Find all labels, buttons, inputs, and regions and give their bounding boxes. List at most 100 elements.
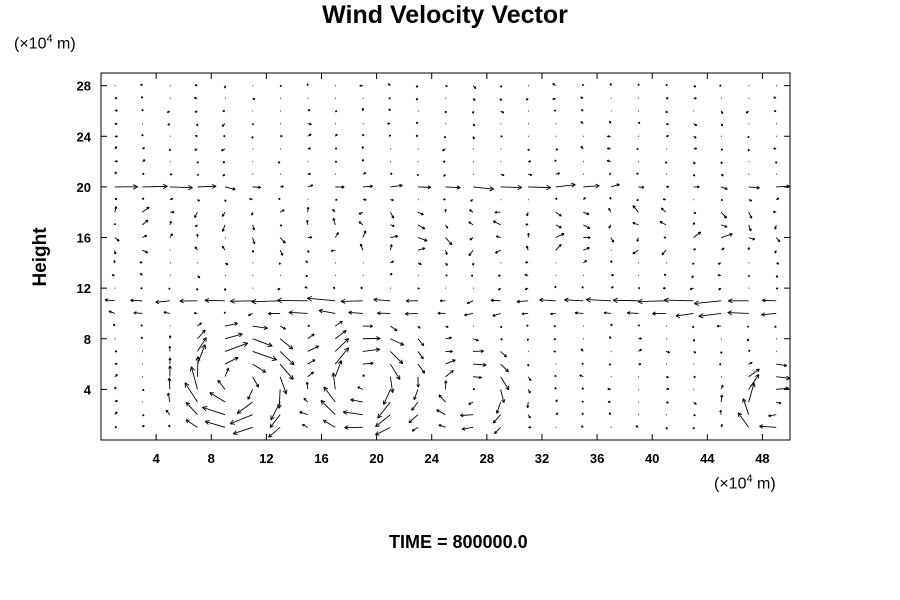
wind-vector — [582, 83, 585, 86]
wind-vector — [748, 212, 753, 219]
wind-vector — [320, 400, 336, 416]
wind-vector — [114, 426, 118, 429]
wind-vector — [762, 298, 777, 303]
x-tick-label: 36 — [590, 451, 604, 466]
wind-vector — [197, 344, 206, 365]
wind-vector — [608, 120, 612, 124]
wind-vector — [307, 295, 336, 302]
wind-vector — [555, 172, 560, 175]
wind-vector — [582, 197, 586, 200]
wind-vector — [390, 351, 404, 365]
wind-vector — [389, 244, 393, 251]
wind-vector — [554, 159, 557, 162]
wind-vector — [168, 357, 172, 365]
y-tick-label: 28 — [77, 79, 91, 94]
wind-vector — [610, 237, 615, 243]
wind-vector — [194, 110, 198, 113]
wind-vector — [528, 160, 532, 163]
wind-vector — [168, 424, 171, 428]
y-tick-label: 24 — [77, 129, 92, 144]
wind-vector — [269, 414, 281, 428]
wind-vector — [375, 426, 391, 436]
wind-vector — [720, 161, 723, 165]
wind-vector — [469, 237, 474, 241]
wind-vector — [720, 123, 724, 127]
wind-vector — [500, 376, 510, 391]
wind-vector — [665, 427, 668, 430]
wind-vector — [776, 363, 788, 368]
wind-vector — [252, 350, 278, 361]
wind-vector — [334, 347, 350, 365]
wind-vector — [417, 237, 428, 242]
wind-vector — [693, 185, 700, 189]
wind-vector — [580, 348, 584, 352]
wind-vector — [494, 427, 501, 435]
wind-vector — [348, 310, 363, 315]
wind-vector — [390, 325, 398, 332]
wind-vector — [142, 183, 168, 190]
wind-vector — [689, 287, 694, 291]
wind-vector — [389, 376, 395, 393]
wind-vector — [169, 197, 174, 201]
wind-vector — [693, 300, 722, 306]
wind-vector — [405, 311, 418, 316]
wind-vector — [774, 325, 777, 328]
wind-vector — [114, 160, 118, 163]
wind-vector — [526, 324, 529, 327]
x-axis-unit: (×104 m) — [714, 473, 776, 493]
wind-vector — [444, 110, 447, 114]
wind-vector — [388, 97, 391, 100]
wind-vector — [278, 197, 281, 201]
wind-vector — [252, 325, 268, 330]
wind-vector — [728, 298, 749, 304]
wind-vector — [114, 198, 118, 201]
wind-vector — [500, 338, 503, 341]
wind-vector — [445, 224, 449, 229]
wind-vector — [197, 275, 201, 279]
wind-vector — [223, 85, 227, 89]
wind-vector — [718, 287, 722, 291]
wind-vector — [612, 297, 639, 303]
wind-vector — [580, 145, 584, 150]
wind-vector — [445, 325, 449, 328]
wind-vector — [332, 217, 336, 225]
wind-vector — [405, 299, 418, 303]
wind-vector — [334, 360, 343, 377]
wind-vector — [194, 211, 198, 218]
wind-vector — [675, 313, 694, 318]
wind-vector — [776, 184, 790, 189]
wind-vector — [193, 311, 198, 315]
x-tick-label: 28 — [480, 451, 494, 466]
wind-vector — [717, 262, 722, 265]
wind-vector — [268, 427, 281, 438]
wind-vector — [197, 322, 203, 327]
wind-vector — [224, 341, 249, 352]
wind-vector — [692, 222, 696, 226]
wind-vector — [693, 231, 702, 238]
wind-vector — [307, 122, 312, 126]
y-axis-ticks: 4 8 12 16 20 24 28 — [77, 79, 790, 397]
wind-vector — [527, 148, 530, 151]
wind-vector — [224, 367, 230, 377]
wind-vector — [443, 160, 446, 163]
wind-vector — [500, 135, 503, 138]
wind-vector — [307, 109, 311, 112]
wind-vector — [382, 389, 391, 405]
wind-vector — [583, 183, 600, 189]
wind-vector — [663, 236, 666, 239]
wind-vector — [390, 224, 395, 227]
y-tick-label: 4 — [84, 382, 92, 397]
wind-vector — [197, 199, 200, 202]
wind-vector — [776, 197, 780, 201]
wind-vector — [114, 135, 118, 138]
wind-vector — [362, 361, 374, 366]
wind-vector — [155, 299, 170, 305]
wind-vector — [662, 286, 667, 290]
wind-vector — [307, 371, 314, 378]
wind-vector — [140, 336, 144, 339]
wind-vector — [693, 211, 697, 214]
wind-vector — [196, 288, 199, 291]
wind-vector — [472, 136, 475, 140]
wind-vector — [607, 400, 611, 404]
wind-vector — [350, 398, 363, 403]
